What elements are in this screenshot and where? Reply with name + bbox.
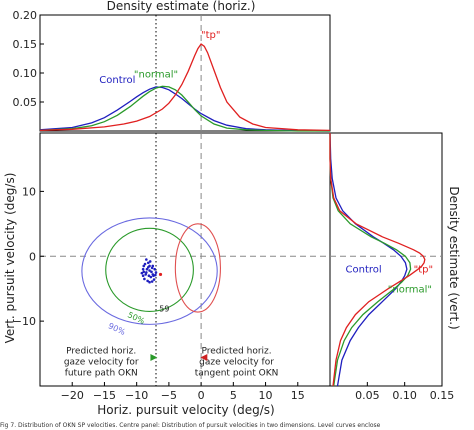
data-point xyxy=(140,271,144,275)
contour-ellipse xyxy=(174,223,221,313)
data-point xyxy=(143,277,146,281)
data-point xyxy=(148,260,152,263)
annotation-text: future path OKN xyxy=(65,369,138,379)
tangent-point-marker xyxy=(200,353,208,361)
data-point xyxy=(146,279,149,283)
top-curve-label: "normal" xyxy=(134,70,178,81)
main-x-tick-label: 15 xyxy=(291,389,305,402)
point-label: 59 xyxy=(159,304,169,313)
data-point xyxy=(151,264,155,268)
annotation-text: tangent point OKN xyxy=(195,369,279,379)
data-point xyxy=(152,278,156,281)
data-point xyxy=(142,270,146,274)
main-y-axis-label: Vert. pursuit velocity (deg/s) xyxy=(3,173,17,344)
figure: Density estimate (horiz.) Horiz. pursuit… xyxy=(3,0,461,417)
main-y-tick-label: 0 xyxy=(29,250,36,263)
data-point xyxy=(154,273,157,277)
top-axes-frame xyxy=(39,14,331,132)
right-curve-label: "normal" xyxy=(388,285,432,296)
contour-ellipse xyxy=(105,227,194,312)
data-point xyxy=(141,274,145,278)
top-y-tick-label: 0.20 xyxy=(13,9,38,22)
main-y-tick-label: −10 xyxy=(13,315,36,328)
top-density-curve xyxy=(39,43,331,132)
main-x-tick-label: 10 xyxy=(259,389,273,402)
data-point xyxy=(146,261,150,265)
data-point xyxy=(150,280,154,283)
figure-caption: Fig 7. Distribution of OKN SP velocities… xyxy=(0,422,381,429)
right-density-curve xyxy=(329,133,426,387)
top-panel-title: Density estimate (horiz.) xyxy=(107,0,256,13)
data-point xyxy=(147,274,151,278)
top-density-curve xyxy=(39,85,330,132)
data-point xyxy=(145,258,148,261)
main-x-tick-label: −10 xyxy=(125,389,148,402)
data-point xyxy=(146,265,150,269)
main-x-tick-label: −15 xyxy=(93,389,116,402)
data-point xyxy=(142,264,146,268)
top-curve-label: "tp" xyxy=(201,30,220,41)
right-density-panel: 0.05 0.10 0.15 Control "tp" "normal" xyxy=(329,132,455,402)
top-density-curve xyxy=(39,86,331,132)
right-density-curve xyxy=(329,132,408,387)
data-point xyxy=(148,269,151,272)
data-point xyxy=(141,267,145,271)
annotation-text: gaze velocity for xyxy=(64,358,139,368)
main-x-tick-label: 5 xyxy=(230,389,237,402)
main-scatter-panel: −20 −15 −10 −5 0 5 10 15−1001090%50%59Predicted… xyxy=(13,132,331,402)
data-point xyxy=(143,262,147,266)
main-x-tick-label: −20 xyxy=(61,389,84,402)
right-x-tick-label: 0.15 xyxy=(430,389,455,402)
top-y-tick-label: 0.05 xyxy=(13,96,38,109)
top-y-tick-label: 0.15 xyxy=(13,38,38,51)
data-point xyxy=(144,273,147,276)
right-curve-label: Control xyxy=(346,264,382,275)
annotation-text: Predicted horiz. xyxy=(66,347,136,357)
top-density-panel: 0.05 0.10 0.15 0.20 Control"normal" "tp" xyxy=(13,9,331,132)
data-point xyxy=(153,267,157,271)
data-point xyxy=(154,271,158,274)
top-y-tick-label: 0.10 xyxy=(13,67,38,80)
contour-ellipse xyxy=(81,217,218,325)
data-point xyxy=(150,270,153,274)
contour-label: 90% xyxy=(107,321,127,337)
right-axes-frame xyxy=(329,132,443,387)
right-x-tick-label: 0.05 xyxy=(355,389,380,402)
annotation-text: gaze velocity for xyxy=(199,358,274,368)
right-curve-label: "tp" xyxy=(414,264,433,275)
data-point xyxy=(149,275,153,279)
future-path-marker xyxy=(150,353,158,361)
right-panel-label: Density estimate (vert.) xyxy=(447,186,461,329)
main-x-tick-label: 0 xyxy=(198,389,205,402)
highlight-point xyxy=(158,272,163,277)
main-x-tick-label: −5 xyxy=(161,389,177,402)
main-y-tick-label: 10 xyxy=(22,185,36,198)
annotation-text: Predicted horiz. xyxy=(202,347,272,357)
right-x-tick-label: 0.10 xyxy=(392,389,417,402)
data-point xyxy=(145,267,149,271)
right-density-curve xyxy=(329,133,412,387)
data-point xyxy=(148,280,151,284)
top-curve-label: Control xyxy=(99,75,135,86)
main-x-axis-label: Horiz. pursuit velocity (deg/s) xyxy=(97,403,274,417)
